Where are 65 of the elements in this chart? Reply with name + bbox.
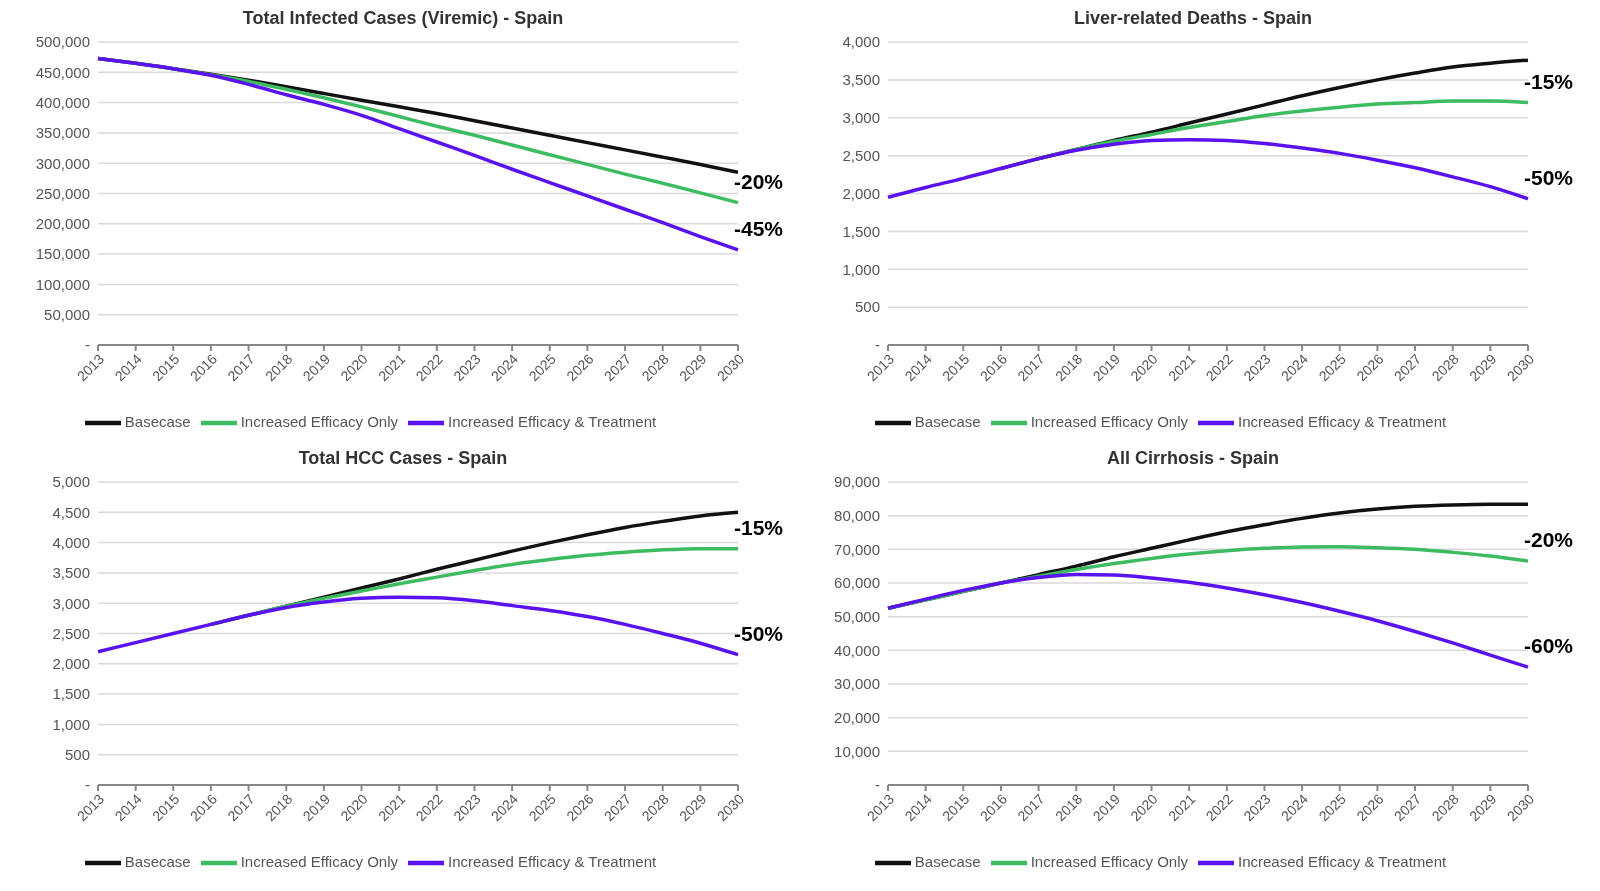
- legend-label: Increased Efficacy & Treatment: [1238, 412, 1447, 430]
- y-tick-label: 2,500: [52, 624, 90, 642]
- y-tick-label: 100,000: [35, 275, 90, 293]
- y-tick-label: 3,000: [52, 594, 90, 612]
- legend-label: Increased Efficacy Only: [1030, 412, 1188, 430]
- legend-label: Increased Efficacy Only: [240, 412, 398, 430]
- legend-label: Increased Efficacy Only: [1030, 852, 1188, 870]
- y-tick-label: 150,000: [35, 245, 90, 263]
- legend-label: Increased Efficacy & Treatment: [448, 852, 657, 870]
- annotation: -60%: [1524, 634, 1574, 658]
- y-tick-label: 400,000: [35, 93, 90, 111]
- y-tick-label: 5,000: [52, 473, 90, 491]
- y-tick-label: 1,500: [842, 222, 880, 240]
- y-tick-label: 20,000: [834, 708, 880, 726]
- chart-title: Total Infected Cases (Viremic) - Spain: [241, 8, 565, 30]
- annotation: -20%: [734, 169, 784, 193]
- annotation: -50%: [734, 621, 784, 645]
- y-tick-label: 3,500: [52, 564, 90, 582]
- y-tick-label: -: [875, 336, 880, 354]
- y-tick-label: 200,000: [35, 215, 90, 233]
- y-tick-label: 500: [64, 746, 90, 764]
- y-tick-label: 60,000: [834, 574, 880, 592]
- annotation: -15%: [1524, 69, 1574, 93]
- chart-title: All Cirrhosis - Spain: [1106, 448, 1280, 470]
- y-tick-label: 300,000: [35, 154, 90, 172]
- y-tick-label: 80,000: [834, 506, 880, 524]
- y-tick-label: 250,000: [35, 184, 90, 202]
- y-tick-label: 2,000: [52, 655, 90, 673]
- y-tick-label: 3,500: [842, 71, 880, 89]
- annotation: -20%: [1524, 528, 1574, 552]
- y-tick-label: 1,000: [842, 260, 880, 278]
- y-tick-label: 70,000: [834, 540, 880, 558]
- legend-label: Basecase: [914, 412, 981, 430]
- y-tick-label: -: [875, 776, 880, 794]
- chart-title: Liver-related Deaths - Spain: [1072, 8, 1314, 30]
- y-tick-label: 2,500: [842, 146, 880, 164]
- legend-label: Basecase: [124, 412, 191, 430]
- y-tick-label: 1,000: [52, 715, 90, 733]
- y-tick-label: 4,000: [842, 33, 880, 51]
- y-tick-label: 350,000: [35, 124, 90, 142]
- y-tick-label: 10,000: [834, 742, 880, 760]
- y-tick-label: 450,000: [35, 63, 90, 81]
- chart-title: Total HCC Cases - Spain: [297, 448, 509, 470]
- legend-label: Basecase: [914, 852, 981, 870]
- y-tick-label: 4,000: [52, 533, 90, 551]
- legend-label: Basecase: [124, 852, 191, 870]
- y-tick-label: 90,000: [834, 473, 880, 491]
- y-tick-label: 40,000: [834, 641, 880, 659]
- y-tick-label: 500: [854, 298, 880, 316]
- y-tick-label: 50,000: [44, 306, 90, 324]
- legend-label: Increased Efficacy & Treatment: [448, 412, 657, 430]
- y-tick-label: 2,000: [842, 184, 880, 202]
- legend-label: Increased Efficacy Only: [240, 852, 398, 870]
- annotation: -45%: [734, 216, 784, 240]
- annotation: -15%: [734, 515, 784, 539]
- annotation: -50%: [1524, 165, 1574, 189]
- legend-label: Increased Efficacy & Treatment: [1238, 852, 1447, 870]
- y-tick-label: -: [85, 336, 90, 354]
- y-tick-label: 30,000: [834, 675, 880, 693]
- y-tick-label: 1,500: [52, 685, 90, 703]
- y-tick-label: 4,500: [52, 503, 90, 521]
- y-tick-label: 500,000: [35, 33, 90, 51]
- y-tick-label: 3,000: [842, 109, 880, 127]
- y-tick-label: 50,000: [834, 607, 880, 625]
- y-tick-label: -: [85, 776, 90, 794]
